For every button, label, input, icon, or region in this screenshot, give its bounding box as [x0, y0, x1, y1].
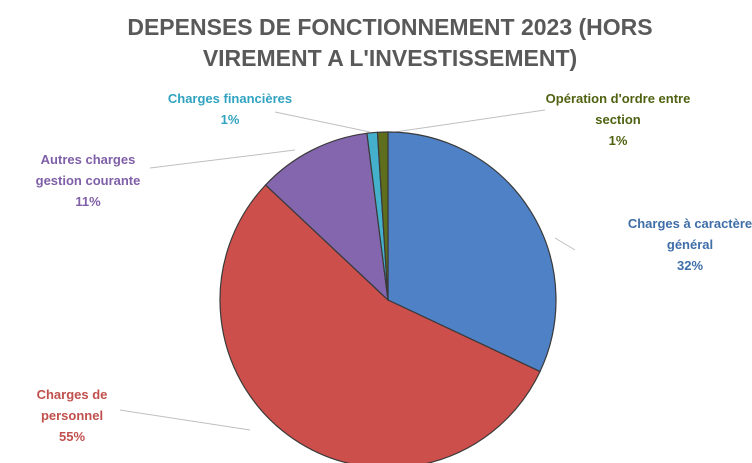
- chart-title: DEPENSES DE FONCTIONNEMENT 2023 (HORS VI…: [127, 14, 653, 71]
- category-label: Opération d'ordre entre section: [545, 91, 691, 127]
- leader-line: [394, 109, 546, 133]
- category-label: Charges à caractère général: [627, 216, 752, 252]
- leader-line: [119, 409, 251, 431]
- category-label: Charges financières: [167, 91, 293, 106]
- pie-slice: [387, 131, 557, 373]
- value-label: 1%: [608, 133, 628, 148]
- value-label: 55%: [58, 429, 86, 444]
- pie-slice: [219, 184, 541, 463]
- value-label: 11%: [75, 194, 101, 209]
- leader-line: [554, 237, 576, 251]
- slice-label: Charges de personnel 55%: [17, 384, 127, 447]
- slice-label: Opération d'ordre entre section 1%: [543, 88, 693, 151]
- value-label: 1%: [220, 112, 240, 127]
- slice-label: Autres charges gestion courante 11%: [23, 149, 153, 212]
- pie-slice: [264, 132, 389, 302]
- slice-label: Charges à caractère général 32%: [615, 213, 752, 276]
- category-label: Charges de personnel: [36, 387, 108, 423]
- value-label: 32%: [676, 258, 704, 273]
- leader-line: [149, 149, 296, 169]
- category-label: Autres charges gestion courante: [35, 152, 141, 188]
- slice-label: Charges financières 1%: [155, 88, 305, 130]
- leader-line: [274, 111, 371, 133]
- pie-slice: [376, 131, 389, 301]
